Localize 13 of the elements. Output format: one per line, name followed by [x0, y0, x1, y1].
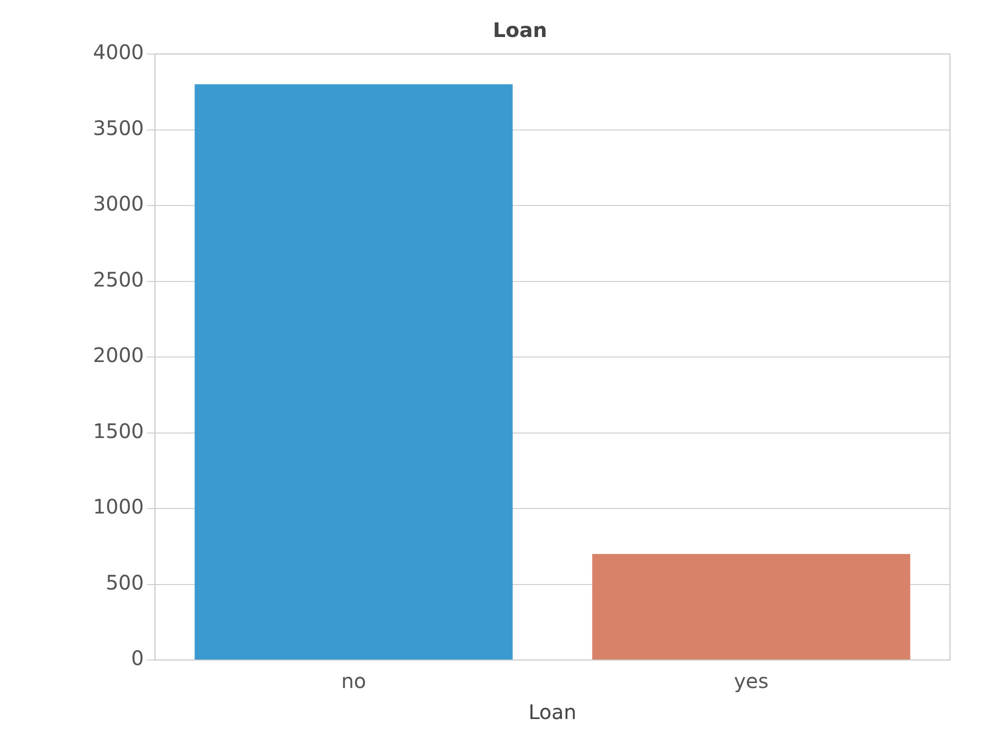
- chart-title: Loan: [492, 18, 548, 42]
- y-tick-label: 500: [106, 570, 144, 594]
- y-tick-label: 2000: [92, 343, 144, 368]
- x-tick-label: no: [341, 669, 366, 694]
- x-axis-title: Loan: [528, 700, 576, 724]
- x-tick-label: yes: [734, 669, 769, 694]
- y-tick-label: 1500: [92, 418, 144, 443]
- y-tick-label: 2500: [92, 267, 144, 292]
- y-tick-label: 4000: [92, 40, 144, 64]
- y-tick-label: 1000: [92, 494, 144, 519]
- y-tick-label: 3000: [92, 192, 144, 216]
- y-tick-label: 3500: [92, 116, 144, 140]
- y-tick-label: 0: [131, 646, 144, 670]
